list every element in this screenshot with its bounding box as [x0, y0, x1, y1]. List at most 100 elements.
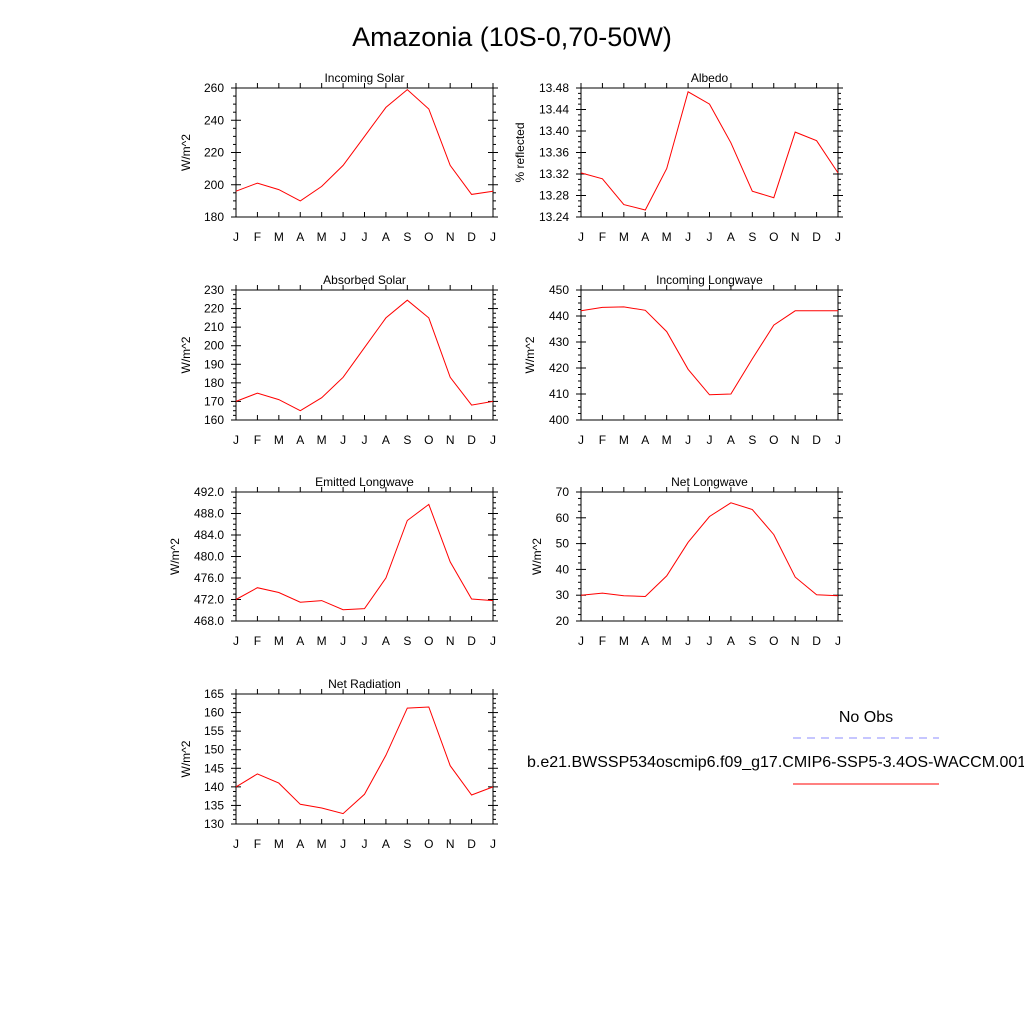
x-tick-label: J	[233, 230, 239, 244]
x-tick-label: J	[578, 230, 584, 244]
x-tick-label: A	[382, 837, 390, 851]
x-tick-label: M	[274, 230, 284, 244]
x-tick-label: J	[578, 634, 584, 648]
x-tick-label: F	[254, 230, 261, 244]
y-tick-label: 13.36	[539, 146, 569, 160]
legend-label-model: b.e21.BWSSP534oscmip6.f09_g17.CMIP6-SSP5…	[527, 754, 1024, 771]
x-tick-label: J	[490, 634, 496, 648]
series-line	[580, 502, 839, 598]
y-tick-label: 430	[549, 335, 569, 349]
x-tick-label: M	[317, 634, 327, 648]
x-tick-label: J	[835, 433, 841, 447]
x-tick-label: A	[296, 433, 304, 447]
y-axis-title: W/m^2	[179, 134, 193, 171]
y-tick-label: 20	[556, 614, 570, 628]
plot-frame	[580, 87, 839, 218]
x-tick-label: J	[340, 433, 346, 447]
x-tick-label: D	[467, 230, 476, 244]
panel-title: Incoming Longwave	[656, 273, 763, 287]
y-tick-label: 50	[556, 537, 570, 551]
y-tick-label: 13.32	[539, 167, 569, 181]
x-tick-label: A	[641, 634, 649, 648]
x-tick-label: J	[707, 433, 713, 447]
y-tick-label: 155	[204, 724, 224, 738]
x-tick-label: M	[662, 433, 672, 447]
y-tick-label: 210	[204, 320, 224, 334]
x-tick-label: M	[274, 433, 284, 447]
x-tick-label: F	[599, 433, 606, 447]
y-tick-label: 400	[549, 413, 569, 427]
y-tick-label: 135	[204, 798, 224, 812]
x-tick-label: S	[748, 634, 756, 648]
x-tick-label: M	[619, 634, 629, 648]
y-tick-label: 160	[204, 706, 224, 720]
y-tick-label: 60	[556, 511, 570, 525]
x-tick-label: N	[446, 634, 455, 648]
x-tick-label: A	[382, 230, 390, 244]
x-tick-label: A	[296, 837, 304, 851]
x-tick-label: D	[467, 634, 476, 648]
x-tick-label: M	[619, 230, 629, 244]
plot-frame	[235, 289, 494, 421]
y-axis-title: W/m^2	[523, 336, 537, 373]
y-axis-title: % reflected	[513, 122, 527, 182]
x-tick-label: J	[835, 634, 841, 648]
series-line	[235, 503, 494, 611]
x-tick-label: J	[707, 230, 713, 244]
x-tick-label: A	[641, 230, 649, 244]
y-tick-label: 200	[204, 339, 224, 353]
y-tick-label: 468.0	[194, 614, 224, 628]
x-tick-label: M	[274, 837, 284, 851]
x-tick-label: D	[812, 634, 821, 648]
x-tick-label: A	[382, 634, 390, 648]
x-tick-label: J	[362, 837, 368, 851]
panel-title: Net Radiation	[328, 677, 401, 691]
y-axis-title: W/m^2	[179, 336, 193, 373]
x-tick-label: J	[340, 634, 346, 648]
y-tick-label: 190	[204, 357, 224, 371]
x-tick-label: J	[490, 230, 496, 244]
y-tick-label: 180	[204, 210, 224, 224]
x-tick-label: S	[748, 433, 756, 447]
x-tick-label: M	[317, 433, 327, 447]
x-tick-label: M	[317, 837, 327, 851]
x-tick-label: J	[362, 433, 368, 447]
y-tick-label: 13.44	[539, 103, 569, 117]
x-tick-label: J	[707, 634, 713, 648]
series-line	[580, 306, 838, 396]
y-tick-label: 220	[204, 302, 224, 316]
x-tick-label: O	[769, 433, 778, 447]
y-tick-label: 480.0	[194, 550, 224, 564]
y-tick-label: 200	[204, 178, 224, 192]
y-tick-label: 240	[204, 113, 224, 127]
y-tick-label: 476.0	[194, 571, 224, 585]
panel-title: Incoming Solar	[324, 71, 404, 85]
series-line	[235, 299, 494, 412]
y-tick-label: 130	[204, 817, 224, 831]
x-tick-label: J	[233, 433, 239, 447]
x-tick-label: J	[685, 230, 691, 244]
x-tick-label: M	[619, 433, 629, 447]
x-tick-label: N	[446, 433, 455, 447]
x-tick-label: J	[362, 634, 368, 648]
series-line	[235, 706, 494, 815]
x-tick-label: F	[599, 634, 606, 648]
x-tick-label: J	[578, 433, 584, 447]
y-tick-label: 420	[549, 361, 569, 375]
x-tick-label: J	[340, 230, 346, 244]
y-tick-label: 150	[204, 743, 224, 757]
y-tick-label: 13.40	[539, 124, 569, 138]
x-tick-label: M	[662, 634, 672, 648]
y-tick-label: 13.48	[539, 81, 569, 95]
y-tick-label: 440	[549, 309, 569, 323]
x-tick-label: D	[467, 837, 476, 851]
x-tick-label: J	[835, 230, 841, 244]
y-tick-label: 13.24	[539, 210, 569, 224]
y-tick-label: 30	[556, 588, 570, 602]
